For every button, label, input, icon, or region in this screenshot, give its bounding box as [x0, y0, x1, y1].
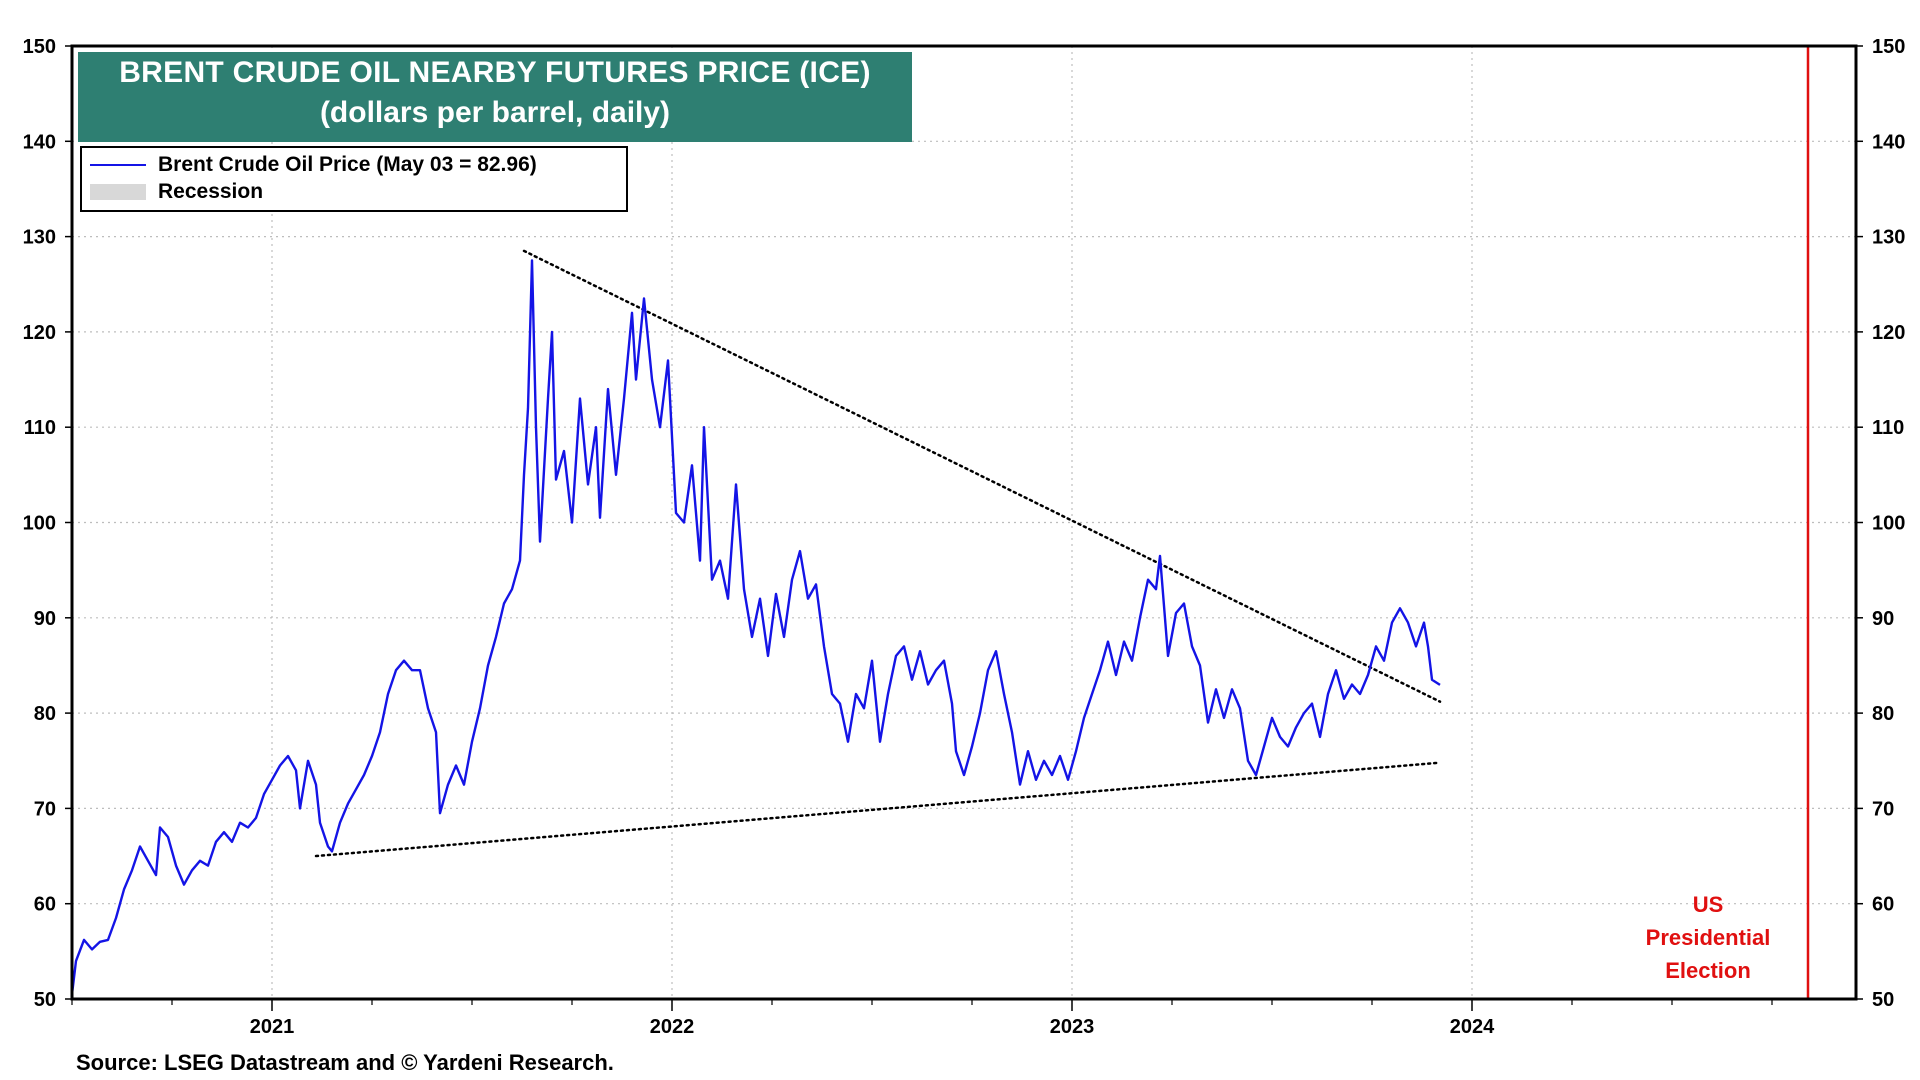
y-tick-label-right: 130	[1872, 227, 1905, 249]
y-tick-label-right: 60	[1872, 894, 1894, 916]
y-tick-label-right: 150	[1872, 36, 1905, 58]
y-tick-label-left: 140	[23, 131, 56, 153]
y-tick-label-right: 120	[1872, 322, 1905, 344]
legend-label-brent: Brent Crude Oil Price (May 03 = 82.96)	[158, 153, 537, 176]
y-tick-label-right: 110	[1872, 417, 1904, 439]
chart-subtitle: (dollars per barrel, daily)	[319, 96, 671, 129]
x-tick-label: 2022	[650, 1016, 695, 1038]
y-tick-label-left: 150	[23, 36, 56, 58]
y-tick-label-right: 70	[1872, 798, 1894, 820]
y-tick-label-left: 120	[23, 322, 56, 344]
y-tick-label-left: 90	[34, 608, 56, 630]
trendline	[522, 249, 1442, 703]
x-tick-label: 2024	[1450, 1016, 1495, 1038]
chart-title: BRENT CRUDE OIL NEARBY FUTURES PRICE (IC…	[119, 56, 871, 89]
trendlines	[314, 249, 1442, 858]
y-tick-label-left: 100	[23, 513, 56, 535]
x-tick-label: 2021	[250, 1016, 295, 1038]
y-tick-label-left: 50	[34, 989, 56, 1011]
x-tick-label: 2023	[1050, 1016, 1095, 1038]
y-tick-label-right: 80	[1872, 703, 1894, 725]
y-tick-label-left: 130	[23, 227, 56, 249]
election-annotation: US Presidential Election	[1616, 888, 1800, 987]
y-tick-label-left: 70	[34, 798, 56, 820]
election-line-1: US	[1692, 892, 1724, 917]
y-tick-label-left: 80	[34, 703, 56, 725]
election-line-2: Presidential	[1645, 925, 1771, 950]
chart-title-box: BRENT CRUDE OIL NEARBY FUTURES PRICE (IC…	[78, 52, 912, 142]
legend: Brent Crude Oil Price (May 03 = 82.96) R…	[80, 146, 628, 212]
series-layer	[70, 259, 1441, 995]
y-axis-left: 50 60 70 80 90 100 110 120 130 140 150	[23, 36, 72, 1011]
series-line-brent	[70, 259, 1441, 995]
y-tick-label-right: 90	[1872, 608, 1894, 630]
y-tick-label-left: 60	[34, 894, 56, 916]
y-tick-label-left: 110	[24, 417, 56, 439]
y-axis-right: 50 60 70 80 90 100 110 120 130 140 150	[1856, 36, 1905, 1011]
x-axis: 2021 2022 2023 2024	[71, 999, 1773, 1038]
legend-label-recession: Recession	[158, 180, 264, 203]
legend-item-recession: Recession	[90, 179, 263, 205]
election-line-3: Election	[1665, 958, 1751, 983]
plot-frame	[70, 44, 1858, 1001]
y-tick-label-right: 50	[1872, 989, 1894, 1011]
legend-item-brent: Brent Crude Oil Price (May 03 = 82.96)	[90, 152, 537, 178]
y-tick-label-right: 100	[1872, 513, 1905, 535]
source-note: Source: LSEG Datastream and © Yardeni Re…	[76, 1050, 614, 1075]
trendline	[314, 761, 1442, 858]
y-tick-label-right: 140	[1872, 131, 1905, 153]
legend-line-swatch	[90, 164, 146, 166]
legend-shade-swatch	[90, 184, 146, 200]
